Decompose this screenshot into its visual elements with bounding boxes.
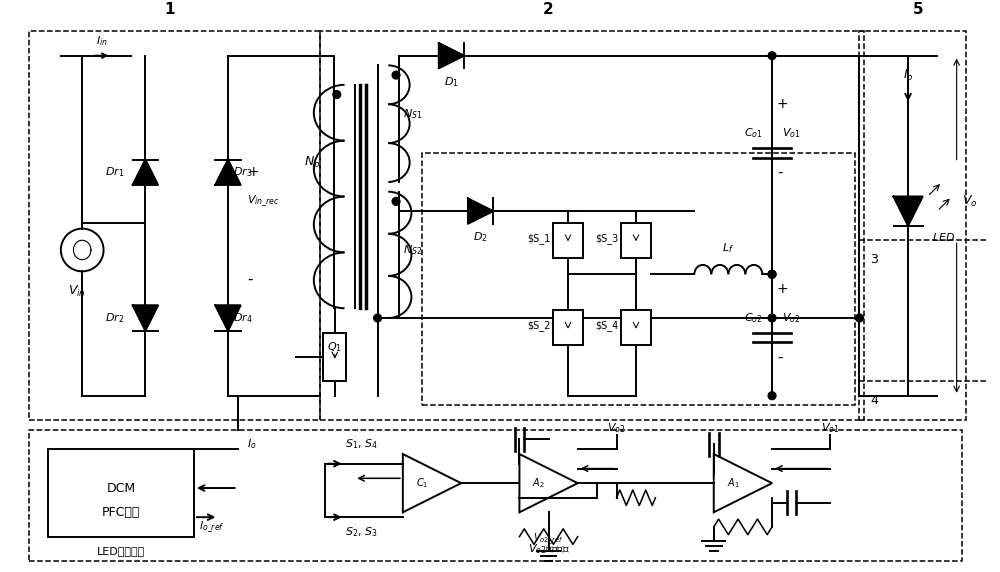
Circle shape (768, 314, 776, 322)
Circle shape (392, 71, 400, 79)
Text: 3: 3 (870, 253, 878, 266)
Bar (621, 310, 651, 345)
Text: $L_f$: $L_f$ (722, 241, 734, 255)
Text: $V_{in}$: $V_{in}$ (68, 284, 86, 299)
Text: $N_{S2}$: $N_{S2}$ (403, 243, 422, 257)
Polygon shape (133, 305, 158, 331)
Text: $C_{o2}$: $C_{o2}$ (744, 311, 762, 325)
Text: $S_3: $S_3 (595, 233, 619, 244)
Circle shape (856, 314, 863, 322)
Text: $I_{o\_ref}$: $I_{o\_ref}$ (199, 519, 224, 535)
Circle shape (768, 52, 776, 59)
Text: $Dr_3$: $Dr_3$ (233, 165, 252, 179)
Text: $I_o$: $I_o$ (903, 67, 913, 82)
Bar (320, 31, 864, 420)
Text: $V_{in\_rec}$: $V_{in\_rec}$ (247, 194, 280, 209)
Text: LED电流控制: LED电流控制 (97, 546, 145, 556)
Text: -: - (247, 272, 253, 287)
Text: 2: 2 (543, 2, 554, 17)
Polygon shape (468, 198, 493, 224)
Bar (323, 332, 346, 381)
Text: $S_1$, $S_4$: $S_1$, $S_4$ (345, 438, 378, 451)
Bar (29, 31, 320, 420)
Circle shape (392, 197, 400, 205)
Text: $A_1$: $A_1$ (727, 476, 740, 490)
Text: $I_o$: $I_o$ (247, 438, 257, 451)
Text: $V_o$: $V_o$ (962, 194, 977, 209)
Text: $A_2$: $A_2$ (532, 476, 545, 490)
Text: $V_{o2}$: $V_{o2}$ (607, 421, 626, 435)
Polygon shape (439, 43, 464, 68)
Text: $LED$: $LED$ (932, 231, 956, 243)
Polygon shape (215, 305, 241, 331)
Bar (553, 223, 583, 258)
Text: PFC控制: PFC控制 (102, 506, 140, 519)
Circle shape (333, 90, 341, 98)
Text: $D_2$: $D_2$ (473, 231, 488, 244)
Text: $S_2$, $S_3$: $S_2$, $S_3$ (345, 525, 377, 539)
Text: +: + (247, 165, 259, 179)
Circle shape (768, 271, 776, 278)
Text: 5: 5 (912, 2, 923, 17)
Bar (553, 310, 583, 345)
Text: $I_{in}$: $I_{in}$ (96, 34, 108, 48)
Text: +: + (777, 97, 789, 111)
Text: 4: 4 (870, 394, 878, 407)
Text: $Q_1$: $Q_1$ (327, 340, 342, 354)
Text: $V_{o1}$: $V_{o1}$ (821, 421, 840, 435)
Text: -: - (777, 165, 782, 180)
Text: $Dr_4$: $Dr_4$ (233, 311, 252, 325)
Circle shape (768, 392, 776, 400)
Text: $Dr_1$: $Dr_1$ (105, 165, 124, 179)
Text: 1: 1 (164, 2, 175, 17)
Text: -: - (777, 349, 782, 364)
Bar (48, 449, 194, 537)
Text: $D_1$: $D_1$ (444, 75, 459, 89)
Polygon shape (133, 160, 158, 185)
Circle shape (768, 271, 776, 278)
Text: $C_{o1}$: $C_{o1}$ (744, 126, 762, 140)
Text: +: + (777, 282, 789, 296)
Text: $C_1$: $C_1$ (416, 476, 428, 490)
Bar (859, 31, 966, 420)
Text: $V_{o2\_ref}$: $V_{o2\_ref}$ (533, 532, 564, 547)
Polygon shape (215, 160, 241, 185)
Text: $S_4: $S_4 (595, 320, 619, 331)
Text: $S_1: $S_1 (527, 233, 551, 244)
Circle shape (374, 314, 381, 322)
Text: $N_p$: $N_p$ (304, 154, 320, 171)
Bar (621, 223, 651, 258)
Text: $V_{o2}$电压控制: $V_{o2}$电压控制 (528, 542, 570, 556)
Text: $V_{o1}$: $V_{o1}$ (782, 126, 800, 140)
Bar (422, 153, 855, 406)
Text: $Dr_2$: $Dr_2$ (105, 311, 124, 325)
Text: $N_{S1}$: $N_{S1}$ (403, 107, 422, 121)
Polygon shape (894, 197, 923, 226)
Bar (29, 430, 962, 561)
Text: $S_2: $S_2 (527, 320, 551, 331)
Text: DCM: DCM (107, 482, 136, 495)
Text: $V_{o2}$: $V_{o2}$ (782, 311, 800, 325)
